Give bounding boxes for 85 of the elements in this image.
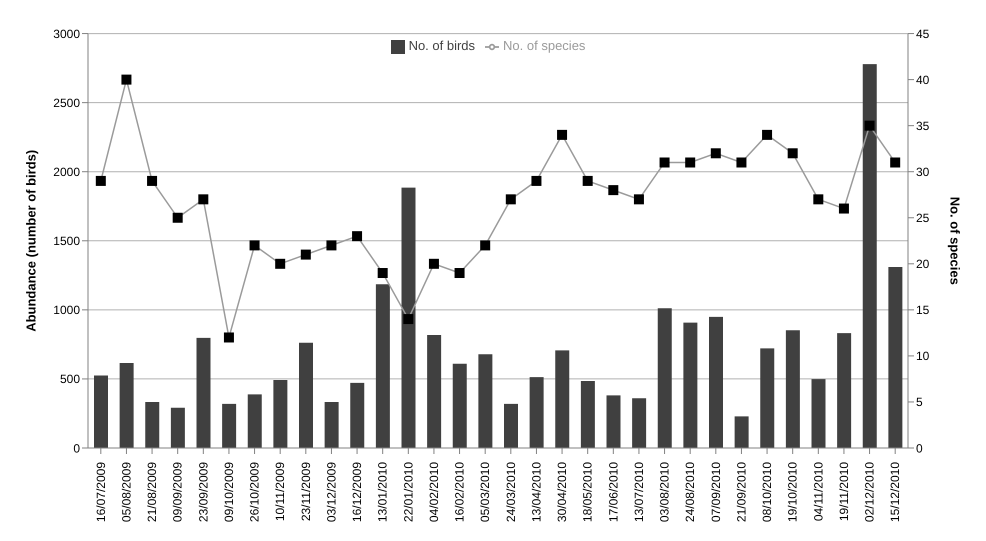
y2-tick-label: 30 <box>916 164 930 179</box>
bar <box>196 338 210 448</box>
x-tick-label: 30/04/2010 <box>555 462 570 522</box>
x-tick-label: 05/03/2010 <box>478 462 492 522</box>
bar <box>504 404 518 448</box>
bar <box>402 188 416 448</box>
bar <box>170 408 185 448</box>
bar <box>273 380 288 448</box>
x-tick-label: 23/11/2009 <box>298 462 313 522</box>
x-tick-label: 03/12/2009 <box>324 462 338 522</box>
bar <box>658 308 672 448</box>
y-tick-label: 2500 <box>53 96 80 110</box>
x-tick-label: 13/01/2010 <box>376 462 390 522</box>
x-tick-label: 13/07/2010 <box>632 462 646 522</box>
x-tick-label: 16/07/2009 <box>94 462 108 522</box>
x-tick-label: 05/08/2009 <box>119 462 134 522</box>
bar <box>709 316 723 448</box>
bar <box>427 334 442 448</box>
x-tick-label: 22/01/2010 <box>401 462 416 522</box>
bar <box>120 363 134 448</box>
y-axis-title: Abundance (number of birds) <box>24 150 39 332</box>
bar <box>478 354 492 448</box>
y2-tick-label: 10 <box>916 349 930 364</box>
bar <box>324 402 339 448</box>
y-tick-label: 3000 <box>53 26 80 41</box>
x-tick-label: 04/11/2010 <box>811 462 826 522</box>
bar <box>299 342 313 448</box>
x-tick-label: 19/11/2010 <box>836 462 851 522</box>
x-tick-label: 24/03/2010 <box>504 462 518 522</box>
bar <box>760 348 774 448</box>
y-tick-label: 1500 <box>53 234 80 248</box>
x-tick-label: 09/10/2009 <box>222 462 236 522</box>
x-tick-label: 21/09/2010 <box>734 462 748 522</box>
bar <box>812 379 826 448</box>
y2-tick-label: 20 <box>916 257 930 272</box>
x-tick-label: 04/02/2010 <box>426 462 441 522</box>
y-tick-label: 500 <box>60 372 80 386</box>
legend-label: No. of species <box>503 38 586 53</box>
x-tick-label: 19/10/2010 <box>786 462 800 522</box>
x-tick-label: 09/09/2009 <box>170 462 185 522</box>
y2-tick-label: 25 <box>916 211 930 226</box>
x-tick-label: 03/08/2010 <box>658 462 672 522</box>
bar <box>145 402 160 448</box>
bar <box>94 375 108 448</box>
x-tick-label: 02/12/2010 <box>862 462 877 522</box>
bar <box>376 284 390 448</box>
y2-tick-label: 0 <box>916 441 923 456</box>
x-tick-label: 10/11/2009 <box>273 462 288 522</box>
y2-axis-title: No. of species <box>947 196 962 285</box>
x-tick-label: 24/08/2010 <box>683 462 698 522</box>
x-tick-label: 16/02/2010 <box>452 462 467 522</box>
y-tick-label: 1000 <box>53 303 80 318</box>
x-tick-label: 16/12/2009 <box>350 462 364 522</box>
bar <box>248 394 262 448</box>
bar <box>580 381 595 448</box>
x-tick-label: 07/09/2010 <box>708 462 723 522</box>
bar <box>683 322 698 448</box>
bar <box>606 395 620 448</box>
x-tick-label: 18/05/2010 <box>580 462 595 522</box>
y2-tick-label: 35 <box>916 118 930 133</box>
x-tick-label: 13/04/2010 <box>529 462 544 522</box>
bar <box>862 64 877 448</box>
y2-tick-label: 45 <box>916 26 930 41</box>
y-tick-label: 2000 <box>53 164 80 179</box>
bar <box>555 350 570 448</box>
y2-tick-label: 15 <box>916 303 930 318</box>
bar <box>632 398 646 448</box>
bar <box>530 377 544 448</box>
x-tick-label: 17/06/2010 <box>606 462 620 522</box>
x-tick-label: 15/12/2010 <box>888 462 902 522</box>
x-tick-label: 23/09/2009 <box>196 462 210 522</box>
y-tick-label: 0 <box>73 441 80 456</box>
bar <box>452 364 467 448</box>
x-tick-label: 26/10/2009 <box>248 462 262 522</box>
bar <box>222 404 236 448</box>
x-tick-label: 08/10/2010 <box>760 462 774 522</box>
legend-label: No. of birds <box>408 38 476 53</box>
bar <box>888 267 902 448</box>
y2-tick-label: 40 <box>916 72 930 87</box>
bar <box>350 382 364 448</box>
bar <box>786 330 800 448</box>
y2-tick-label: 5 <box>916 395 923 410</box>
bar <box>837 333 852 448</box>
bar <box>734 416 749 448</box>
x-tick-label: 21/08/2009 <box>145 462 160 522</box>
